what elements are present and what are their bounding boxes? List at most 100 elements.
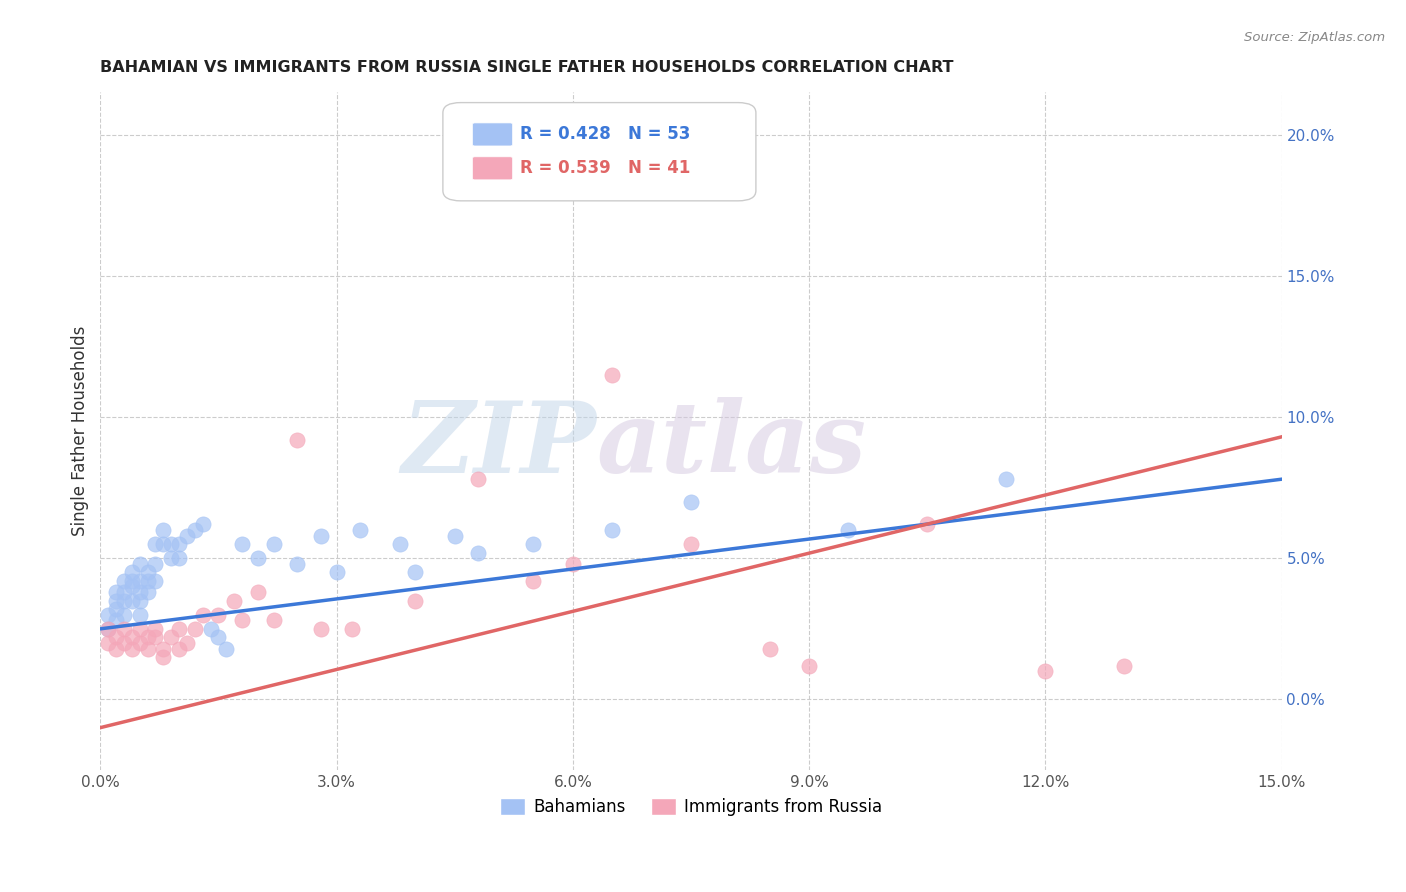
Point [184, 523, 207, 537]
Point [121, 574, 143, 588]
FancyBboxPatch shape [443, 103, 756, 201]
Point [105, 630, 128, 644]
Point [136, 585, 159, 599]
Point [207, 630, 229, 644]
Point [404, 566, 426, 580]
Point [152, 523, 174, 537]
Point [112, 607, 135, 622]
Point [105, 585, 128, 599]
Point [309, 622, 332, 636]
Point [105, 602, 128, 616]
Point [152, 650, 174, 665]
Point [404, 593, 426, 607]
Point [128, 607, 150, 622]
Point [128, 593, 150, 607]
Point [145, 574, 167, 588]
Point [176, 529, 198, 543]
Point [349, 523, 371, 537]
Point [797, 658, 820, 673]
Point [215, 641, 238, 656]
Point [121, 641, 143, 656]
Point [145, 557, 167, 571]
Point [112, 585, 135, 599]
Point [176, 636, 198, 650]
Point [160, 537, 183, 551]
Text: BAHAMIAN VS IMMIGRANTS FROM RUSSIA SINGLE FATHER HOUSEHOLDS CORRELATION CHART: BAHAMIAN VS IMMIGRANTS FROM RUSSIA SINGL… [100, 60, 953, 75]
Point [145, 537, 167, 551]
Point [231, 537, 253, 551]
Text: ZIP: ZIP [402, 397, 596, 493]
Point [105, 593, 128, 607]
Point [758, 641, 780, 656]
Point [285, 433, 308, 447]
Point [679, 495, 702, 509]
Point [121, 630, 143, 644]
Point [152, 537, 174, 551]
Point [994, 472, 1017, 486]
Point [246, 551, 269, 566]
Point [167, 537, 190, 551]
Point [522, 574, 544, 588]
Point [112, 593, 135, 607]
Point [191, 517, 214, 532]
Point [263, 537, 285, 551]
Point [145, 630, 167, 644]
Point [285, 557, 308, 571]
Point [263, 613, 285, 627]
Point [128, 585, 150, 599]
Point [112, 636, 135, 650]
FancyBboxPatch shape [472, 123, 513, 146]
Point [600, 368, 623, 382]
Point [200, 622, 222, 636]
Point [128, 574, 150, 588]
Text: atlas: atlas [596, 397, 866, 493]
Point [97, 607, 120, 622]
Point [160, 551, 183, 566]
Point [136, 641, 159, 656]
Y-axis label: Single Father Households: Single Father Households [72, 326, 89, 536]
Point [467, 546, 489, 560]
Point [184, 622, 207, 636]
Point [224, 593, 246, 607]
Point [128, 636, 150, 650]
Point [1033, 664, 1056, 678]
Point [191, 607, 214, 622]
Point [121, 566, 143, 580]
Point [105, 613, 128, 627]
Point [97, 622, 120, 636]
Legend: Bahamians, Immigrants from Russia: Bahamians, Immigrants from Russia [494, 791, 889, 822]
Point [167, 551, 190, 566]
Point [136, 574, 159, 588]
Point [145, 622, 167, 636]
Point [167, 641, 190, 656]
Point [915, 517, 938, 532]
Point [121, 593, 143, 607]
Point [97, 622, 120, 636]
Point [443, 529, 465, 543]
Point [309, 529, 332, 543]
Point [112, 574, 135, 588]
Point [167, 622, 190, 636]
Point [97, 636, 120, 650]
Point [467, 472, 489, 486]
Point [342, 622, 364, 636]
Point [136, 566, 159, 580]
Text: R = 0.539   N = 41: R = 0.539 N = 41 [520, 160, 690, 178]
Point [128, 557, 150, 571]
Point [679, 537, 702, 551]
Point [837, 523, 859, 537]
Text: Source: ZipAtlas.com: Source: ZipAtlas.com [1244, 31, 1385, 45]
Point [231, 613, 253, 627]
Point [136, 630, 159, 644]
Point [128, 622, 150, 636]
Point [160, 630, 183, 644]
Point [1112, 658, 1135, 673]
Point [105, 641, 128, 656]
Point [522, 537, 544, 551]
Text: R = 0.428   N = 53: R = 0.428 N = 53 [520, 126, 690, 144]
Point [121, 580, 143, 594]
Point [112, 622, 135, 636]
Point [207, 607, 229, 622]
Point [152, 641, 174, 656]
Point [561, 557, 583, 571]
